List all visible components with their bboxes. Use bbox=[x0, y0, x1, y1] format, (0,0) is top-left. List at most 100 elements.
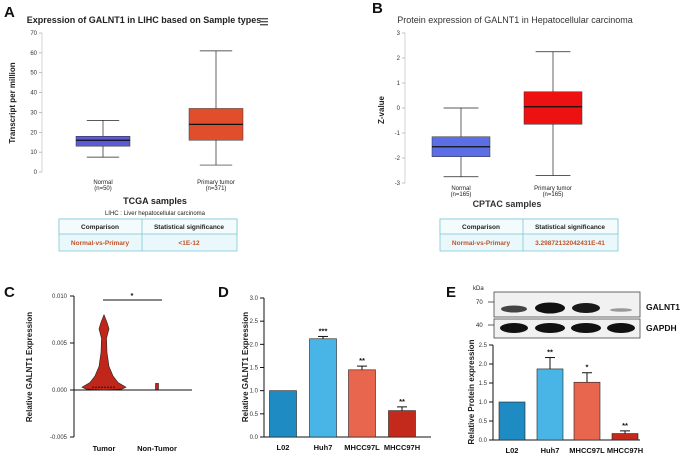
panel-d-xtick-l02: L02 bbox=[277, 443, 290, 452]
panel-d-yticks: 0.0 0.5 1.0 1.5 2.0 2.5 3.0 bbox=[250, 296, 264, 441]
panel-b-yticks: -3 -2 -1 0 1 2 3 bbox=[395, 31, 405, 187]
panel-e-ytick-label: 2.5 bbox=[479, 343, 488, 349]
blot-kda-label: kDa bbox=[473, 286, 484, 292]
panel-b-ytick-label: 3 bbox=[397, 31, 401, 37]
panel-e-sig-mhcc97l: * bbox=[586, 363, 589, 372]
panel-e-bar-l02 bbox=[498, 401, 526, 441]
panel-a-table-header-significance: Statistical significance bbox=[154, 224, 224, 231]
panel-b-ytick-label: 0 bbox=[397, 106, 401, 112]
western-blot: kDa 70 40 GALNT1 GAPDH bbox=[473, 286, 680, 339]
panel-d: D Relative GALNT1 Expression 0.0 0.5 1.0 1.… bbox=[218, 284, 431, 452]
panel-e-label: E bbox=[446, 284, 456, 301]
panel-a-n-tumor: (n=371) bbox=[206, 186, 227, 192]
panel-d-ylabel: Relative GALNT1 Expression bbox=[241, 312, 250, 422]
panel-d-ytick-label: 2.5 bbox=[250, 319, 259, 325]
panel-e-sig-huh7: ** bbox=[547, 348, 553, 357]
panel-e-sig-mhcc97h: ** bbox=[622, 421, 628, 430]
panel-d-xtick-mhcc97l: MHCC97L bbox=[344, 443, 380, 452]
panel-b-title: Protein expression of GALNT1 in Hepatoce… bbox=[397, 15, 633, 25]
panel-a: A Expression of GALNT1 in LIHC based on … bbox=[4, 4, 268, 252]
panel-c-ytick-label: 0.010 bbox=[52, 294, 68, 300]
panel-c-ytick-label: -0.005 bbox=[50, 435, 68, 441]
blot-label-gapdh: GAPDH bbox=[646, 323, 677, 333]
panel-e-ytick-label: 1.5 bbox=[479, 381, 488, 387]
panel-d-ytick-label: 1.0 bbox=[250, 389, 259, 395]
panel-b-ytick-label: -2 bbox=[395, 156, 401, 162]
panel-a-table-significance: <1E-12 bbox=[178, 240, 200, 247]
blot-marker-40: 40 bbox=[476, 323, 483, 329]
blot-marker-70: 70 bbox=[476, 300, 483, 306]
panel-a-xtick-normal: Normal bbox=[93, 180, 112, 186]
blot-galnt1-strip bbox=[493, 291, 641, 318]
panel-a-table: Comparison Statistical significance Norm… bbox=[58, 218, 238, 252]
panel-d-bar-mhcc97l bbox=[348, 369, 376, 438]
blot-label-galnt1: GALNT1 bbox=[646, 302, 680, 312]
panel-a-table-header-comparison: Comparison bbox=[81, 224, 119, 231]
panel-c-sig-star: * bbox=[131, 291, 134, 300]
panel-d-ytick-label: 2.0 bbox=[250, 342, 259, 348]
panel-b-ylabel: Z-value bbox=[377, 95, 386, 124]
panel-c-ytick-label: 0.000 bbox=[52, 388, 68, 394]
panel-e-ylabel: Relative Protein expression bbox=[467, 339, 476, 444]
panel-d-sig-mhcc97l: ** bbox=[359, 356, 365, 365]
panel-d-xtick-huh7: Huh7 bbox=[314, 443, 333, 452]
panel-b-ytick-label: -3 bbox=[395, 181, 401, 187]
panel-c-xtick-nontumor: Non-Tumor bbox=[137, 444, 177, 453]
panel-a-title: Expression of GALNT1 in LIHC based on Sa… bbox=[27, 15, 262, 25]
panel-c-violin-nontumor bbox=[155, 383, 159, 391]
panel-b-box-1 bbox=[523, 91, 583, 125]
panel-d-ytick-label: 0.0 bbox=[250, 435, 259, 441]
panel-a-table-comparison: Normal-vs-Primary bbox=[71, 240, 130, 247]
panel-b-ytick-label: 1 bbox=[397, 81, 401, 87]
panel-b-ytick-label: 2 bbox=[397, 56, 401, 62]
panel-d-bar-mhcc97h bbox=[388, 410, 416, 438]
panel-a-ytick-label: 70 bbox=[30, 31, 37, 37]
panel-a-ytick-label: 30 bbox=[30, 110, 37, 116]
panel-d-bar-l02 bbox=[269, 390, 297, 438]
panel-a-ytick-label: 60 bbox=[30, 51, 37, 57]
panel-b-xtick-normal: Normal bbox=[451, 186, 470, 192]
panel-e-xtick-huh7: Huh7 bbox=[541, 446, 560, 455]
panel-e-ytick-label: 0.0 bbox=[479, 438, 488, 444]
panel-e-xtick-l02: L02 bbox=[506, 446, 519, 455]
panel-a-xtick-tumor: Primary tumor bbox=[197, 180, 235, 186]
panel-b-label: B bbox=[372, 0, 383, 17]
panel-a-ytick-label: 50 bbox=[30, 71, 37, 77]
panel-a-label: A bbox=[4, 4, 15, 21]
panel-d-ytick-label: 3.0 bbox=[250, 296, 259, 302]
panel-c-yticks: -0.005 0.000 0.005 0.010 bbox=[50, 294, 192, 441]
panel-d-label: D bbox=[218, 284, 229, 301]
blot-band-gapdh-huh7 bbox=[535, 323, 565, 333]
panel-b-table-comparison: Normal-vs-Primary bbox=[452, 240, 511, 247]
panel-a-boxes bbox=[75, 50, 244, 166]
panel-e: E kDa 70 40 GALNT1 GAPDH Relative Protei… bbox=[446, 284, 680, 455]
panel-b-xtick-tumor: Primary tumor bbox=[534, 186, 572, 192]
blot-band-gapdh-l02 bbox=[500, 323, 528, 333]
panel-a-ylabel: Transcript per million bbox=[8, 62, 17, 143]
panel-b-xlabel: CPTAC samples bbox=[473, 199, 542, 209]
hamburger-icon[interactable] bbox=[260, 18, 268, 26]
blot-gapdh-strip bbox=[493, 318, 641, 339]
panel-b-table-header-significance: Statistical significance bbox=[535, 224, 605, 231]
blot-band-gapdh-mhcc97h bbox=[607, 323, 635, 333]
panel-e-xtick-mhcc97h: MHCC97H bbox=[607, 446, 643, 455]
panel-e-bar-huh7 bbox=[536, 368, 564, 441]
blot-band-galnt1-mhcc97h bbox=[610, 308, 632, 312]
panel-e-ytick-label: 1.0 bbox=[479, 400, 488, 406]
panel-e-xtick-mhcc97l: MHCC97L bbox=[569, 446, 605, 455]
panel-a-box-0 bbox=[75, 136, 131, 147]
panel-e-ytick-label: 2.0 bbox=[479, 362, 488, 368]
panel-c-ylabel: Relative GALNT1 Expression bbox=[25, 312, 34, 422]
panel-c-violins bbox=[81, 313, 171, 391]
panel-c-violin-tumor bbox=[81, 313, 127, 391]
panel-a-xlabel: TCGA samples bbox=[123, 196, 187, 206]
panel-c-xtick-tumor: Tumor bbox=[93, 444, 116, 453]
panel-d-sig-huh7: *** bbox=[319, 326, 328, 335]
panel-b-table-header-comparison: Comparison bbox=[462, 224, 500, 231]
panel-b-n-tumor: (n=165) bbox=[543, 192, 564, 198]
panel-d-ytick-label: 0.5 bbox=[250, 412, 259, 418]
panel-e-bar-mhcc97h bbox=[611, 433, 639, 441]
panel-a-ytick-label: 40 bbox=[30, 91, 37, 97]
panel-d-bar-huh7 bbox=[309, 338, 337, 438]
panel-c-ytick-label: 0.005 bbox=[52, 341, 68, 347]
